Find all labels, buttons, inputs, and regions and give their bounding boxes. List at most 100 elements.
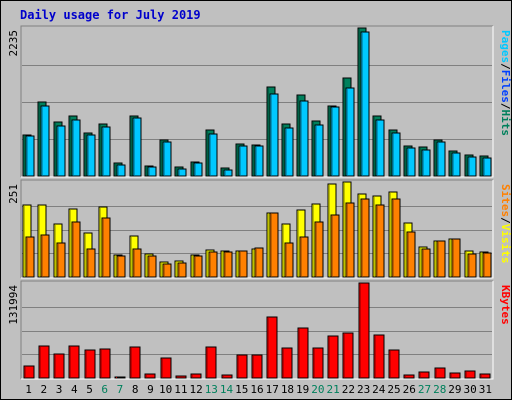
bar-sites-29 xyxy=(451,238,461,278)
bar-kbytes-25 xyxy=(388,349,400,379)
bar-sites-7 xyxy=(116,255,126,278)
x-tick-label: 21 xyxy=(327,383,340,396)
bar-kbytes-6 xyxy=(99,348,111,379)
x-tick-label: 6 xyxy=(101,383,108,396)
bar-kbytes-21 xyxy=(327,335,339,379)
bar-sites-16 xyxy=(254,247,264,278)
bar-kbytes-16 xyxy=(251,354,263,379)
panel-top: 2235 Pages/Files/Hits xyxy=(7,25,512,178)
side-legend-middle: Sites/Visits xyxy=(499,184,512,264)
x-tick-label: 31 xyxy=(479,383,492,396)
bar-kbytes-23 xyxy=(358,282,370,379)
bar-sites-3 xyxy=(56,242,66,278)
plot-frame-light xyxy=(21,26,494,178)
bar-pages-19 xyxy=(299,100,309,177)
side-legend-top: Pages/Files/Hits xyxy=(499,30,512,136)
bar-pages-6 xyxy=(101,126,111,177)
panels-layer: 2235 Pages/Files/Hits 251 Sites/Visits 13199… xyxy=(7,25,512,380)
bar-pages-13 xyxy=(208,133,218,177)
bar-pages-29 xyxy=(451,152,461,177)
bar-kbytes-5 xyxy=(84,349,96,379)
bar-pages-5 xyxy=(86,134,96,177)
bar-pages-11 xyxy=(177,168,187,177)
bar-sites-27 xyxy=(421,248,431,278)
bar-sites-23 xyxy=(360,198,370,278)
legend-hits: Hits xyxy=(499,110,512,137)
bar-kbytes-11 xyxy=(175,375,187,379)
bar-kbytes-12 xyxy=(190,373,202,379)
bar-sites-28 xyxy=(436,240,446,278)
bar-pages-31 xyxy=(482,157,492,177)
x-tick-label: 18 xyxy=(281,383,294,396)
bar-kbytes-1 xyxy=(23,365,35,379)
x-tick-label: 15 xyxy=(235,383,248,396)
x-axis-labels: 1 2 3 4 5 6 7 8 9 10 11 12 13 14 15 16 17 18 19 20 21 22 23 24 2… xyxy=(25,383,492,396)
bar-pages-23 xyxy=(360,31,370,177)
bar-sites-21 xyxy=(330,214,340,278)
bar-kbytes-26 xyxy=(403,374,415,379)
bar-sites-22 xyxy=(345,202,355,278)
x-tick-label: 26 xyxy=(403,383,416,396)
legend-files: Files xyxy=(499,70,512,103)
x-tick-label: 25 xyxy=(387,383,400,396)
panel-bottom: 131994 KBytes xyxy=(7,280,512,380)
bar-pages-12 xyxy=(193,162,203,177)
bar-pages-21 xyxy=(330,106,340,177)
x-tick-label: 20 xyxy=(311,383,324,396)
bar-kbytes-28 xyxy=(434,367,446,379)
bar-pages-14 xyxy=(223,169,233,177)
bar-pages-30 xyxy=(467,156,477,177)
x-tick-label: 27 xyxy=(418,383,431,396)
bar-sites-12 xyxy=(193,255,203,278)
x-tick-label: 17 xyxy=(266,383,279,396)
bar-pages-20 xyxy=(314,124,324,177)
bar-kbytes-31 xyxy=(479,373,491,379)
bar-sites-6 xyxy=(101,217,111,278)
x-tick-label: 13 xyxy=(205,383,218,396)
max-label-bottom: 131994 xyxy=(7,285,20,325)
bar-sites-17 xyxy=(269,212,279,278)
bar-pages-10 xyxy=(162,141,172,177)
x-tick-label: 22 xyxy=(342,383,355,396)
chart-title: Daily usage for July 2019 xyxy=(20,8,201,22)
x-tick-label: 19 xyxy=(296,383,309,396)
x-tick-label: 1 xyxy=(25,383,32,396)
plot-frame-light xyxy=(21,281,494,380)
bar-kbytes-13 xyxy=(205,346,217,379)
plot-frame-light xyxy=(21,180,494,279)
bar-sites-1 xyxy=(25,236,35,278)
x-tick-label: 16 xyxy=(250,383,263,396)
x-tick-label: 8 xyxy=(132,383,139,396)
bar-sites-19 xyxy=(299,236,309,278)
bar-sites-25 xyxy=(391,198,401,278)
bar-pages-9 xyxy=(147,166,157,177)
bar-pages-24 xyxy=(375,119,385,177)
plot-frame-dark xyxy=(20,280,493,379)
bar-kbytes-30 xyxy=(464,370,476,379)
bar-sites-5 xyxy=(86,248,96,278)
x-tick-label: 14 xyxy=(220,383,234,396)
bar-sites-9 xyxy=(147,255,157,278)
legend-kbytes: KBytes xyxy=(499,285,512,325)
bar-kbytes-19 xyxy=(297,327,309,379)
bar-sites-4 xyxy=(71,221,81,278)
bar-sites-13 xyxy=(208,251,218,278)
bar-pages-17 xyxy=(269,93,279,177)
x-tick-label: 4 xyxy=(71,383,78,396)
bar-pages-3 xyxy=(56,125,66,177)
bar-kbytes-3 xyxy=(53,353,65,379)
bar-kbytes-20 xyxy=(312,347,324,379)
bar-sites-20 xyxy=(314,221,324,278)
x-tick-label: 29 xyxy=(448,383,461,396)
bar-pages-27 xyxy=(421,149,431,177)
bar-kbytes-18 xyxy=(281,347,293,379)
bar-kbytes-24 xyxy=(373,334,385,379)
bar-pages-25 xyxy=(391,132,401,177)
x-tick-label: 5 xyxy=(86,383,93,396)
x-tick-label: 23 xyxy=(357,383,370,396)
bar-kbytes-4 xyxy=(68,345,80,379)
bar-sites-31 xyxy=(482,252,492,278)
bar-kbytes-22 xyxy=(342,332,354,379)
bar-kbytes-29 xyxy=(449,372,461,379)
bar-kbytes-9 xyxy=(144,373,156,379)
